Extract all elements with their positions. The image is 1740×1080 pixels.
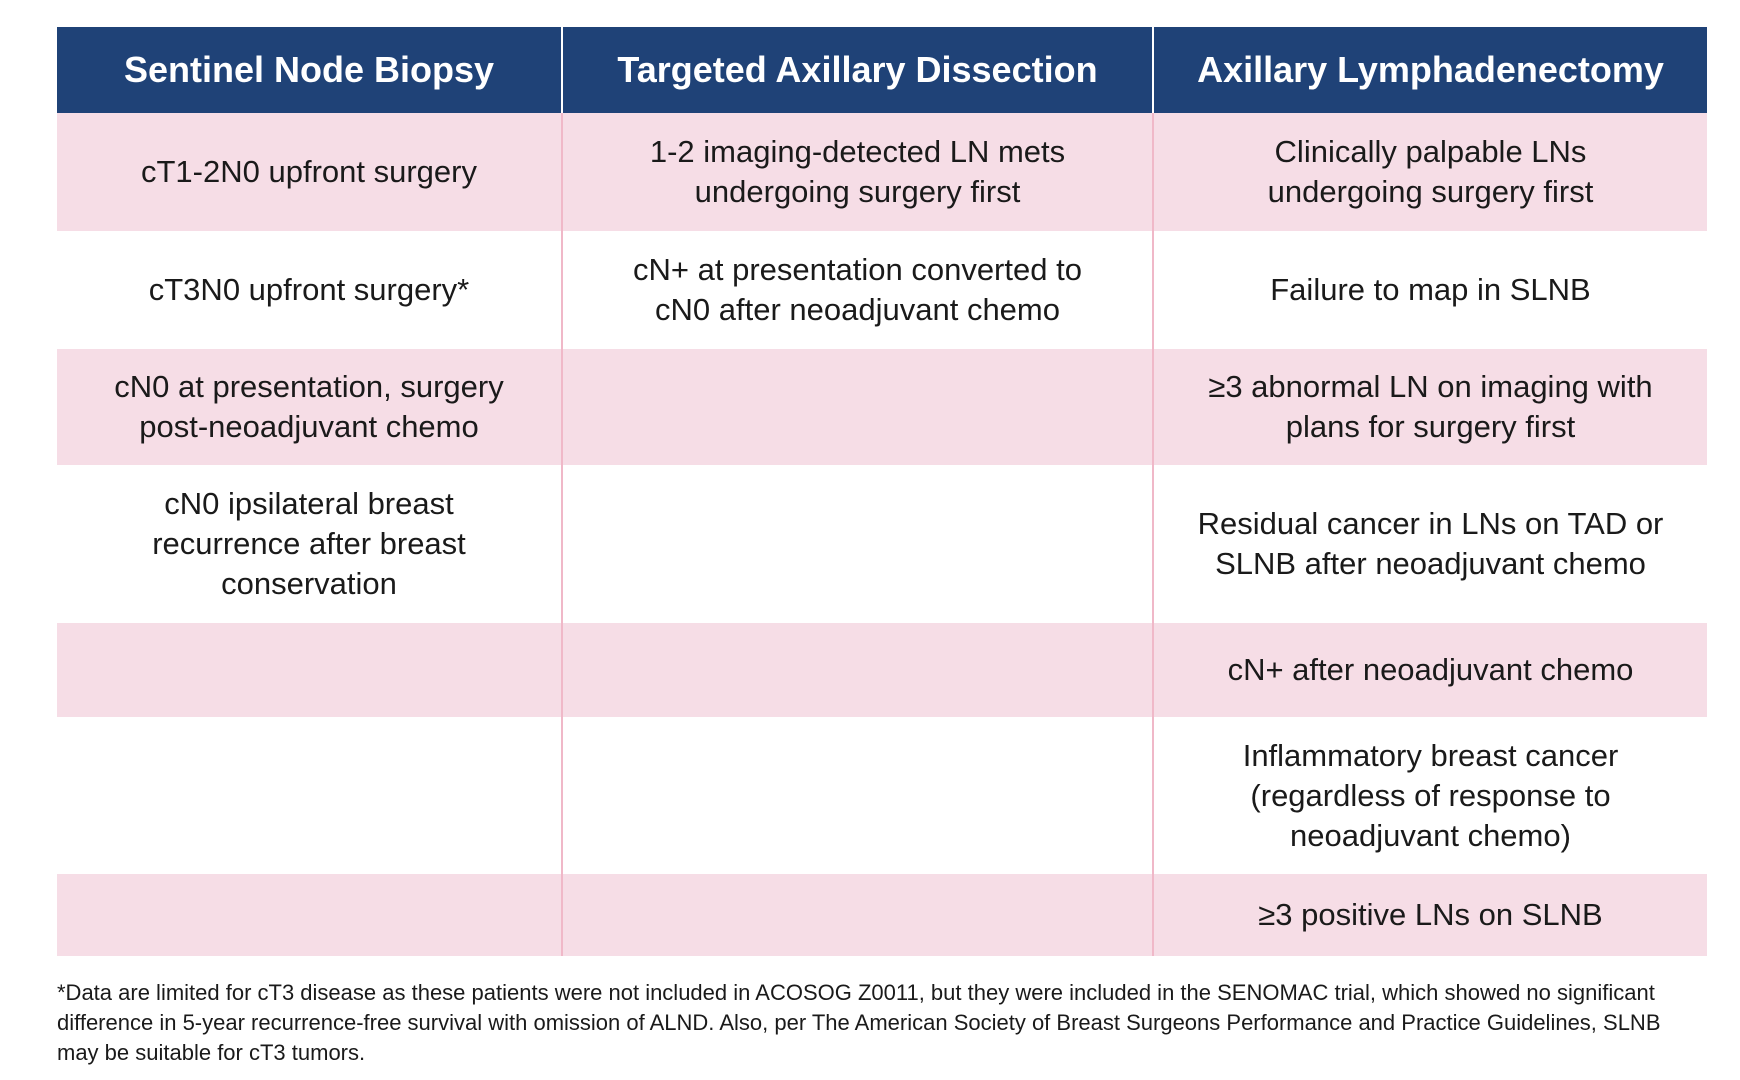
column-header: Axillary Lymphadenectomy <box>1152 27 1707 113</box>
table-cell <box>561 874 1153 956</box>
table-row: Inflammatory breast cancer (regardless o… <box>57 717 1707 874</box>
table-row: cN0 at presentation, surgery post-neoadj… <box>57 349 1707 465</box>
table-row: cN+ after neoadjuvant chemo <box>57 623 1707 717</box>
table-cell: Inflammatory breast cancer (regardless o… <box>1152 717 1707 874</box>
table-cell: cT3N0 upfront surgery* <box>148 272 470 307</box>
table-cell: ≥3 positive LNs on SLNB <box>1152 874 1707 956</box>
table-cell <box>561 349 1153 465</box>
table-cell <box>57 717 562 874</box>
table-cell: cN0 ipsilateral breast recurrence after … <box>152 486 466 601</box>
table-cell: cN+ at presentation converted to cN0 aft… <box>561 231 1153 349</box>
table-cell: cN+ after neoadjuvant chemo <box>1152 623 1707 717</box>
table-cell: Clinically palpable LNs undergoing surge… <box>1152 113 1707 231</box>
footnote: *Data are limited for cT3 disease as the… <box>57 980 1661 1065</box>
table-cell: cT1-2N0 upfront surgery <box>57 113 562 231</box>
table-row: cN0 ipsilateral breast recurrence after … <box>57 465 1707 623</box>
table-cell: ≥3 abnormal LN on imaging with plans for… <box>1152 349 1707 465</box>
table-cell: Failure to map in SLNB <box>1152 231 1707 349</box>
table-cell <box>561 717 1153 874</box>
table-row: ≥3 positive LNs on SLNB <box>57 874 1707 956</box>
column-header: Sentinel Node Biopsy <box>57 27 562 113</box>
table-row: cT1-2N0 upfront surgery 1-2 imaging-detec… <box>57 113 1707 231</box>
table-cell <box>57 874 562 956</box>
table-cell <box>57 623 562 717</box>
table-row: cT3N0 upfront surgery* cN+ at presentatio… <box>57 231 1707 349</box>
table-cell: cN0 at presentation, surgery post-neoadj… <box>57 349 562 465</box>
table-cell: Residual cancer in LNs on TAD or SLNB af… <box>1152 465 1707 623</box>
header-row: Sentinel Node Biopsy Targeted Axillary Di… <box>57 27 1707 113</box>
table-cell: 1-2 imaging-detected LN mets undergoing … <box>561 113 1153 231</box>
table-cell <box>561 465 1153 623</box>
table-wrap: Sentinel Node Biopsy Targeted Axillary Di… <box>57 27 1707 956</box>
column-header: Targeted Axillary Dissection <box>561 27 1153 113</box>
table-cell <box>561 623 1153 717</box>
table: Sentinel Node Biopsy Targeted Axillary Di… <box>57 27 1707 956</box>
